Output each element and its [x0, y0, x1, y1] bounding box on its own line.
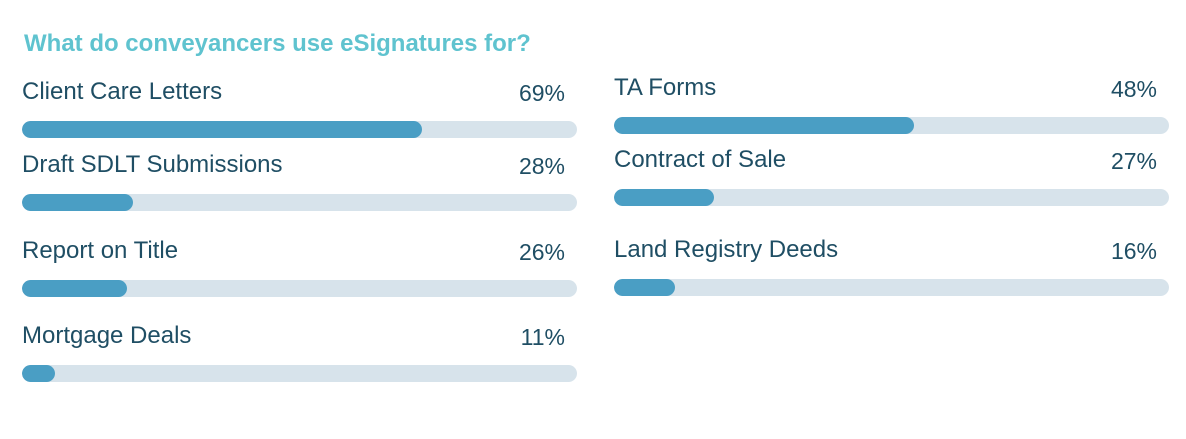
bar-label: Land Registry Deeds — [614, 236, 839, 263]
bar-label: Report on Title — [22, 237, 179, 264]
bar-row: Mortgage Deals 11% — [22, 322, 577, 382]
bar-row: TA Forms 48% — [614, 74, 1169, 134]
bar-label: Client Care Letters — [22, 78, 223, 105]
bar-row: Report on Title 26% — [22, 237, 577, 297]
bar-label: Mortgage Deals — [22, 322, 192, 349]
bar-fill — [22, 121, 422, 138]
bar-row: Draft SDLT Submissions 28% — [22, 151, 577, 211]
bar-track — [22, 280, 577, 297]
bar-track — [614, 189, 1169, 206]
bar-label: Draft SDLT Submissions — [22, 151, 283, 178]
bar-fill — [22, 365, 56, 382]
bar-row: Client Care Letters 69% — [22, 78, 577, 138]
bar-track — [22, 365, 577, 382]
chart-title: What do conveyancers use eSignatures for… — [24, 30, 531, 57]
bar-value-label: 27% — [1110, 148, 1157, 174]
bar-value-label: 11% — [520, 324, 565, 350]
bar-row: Contract of Sale 27% — [614, 146, 1169, 206]
bar-label: Contract of Sale — [614, 146, 787, 173]
bar-fill — [614, 279, 676, 296]
bar-fill — [614, 117, 914, 134]
bar-row: Land Registry Deeds 16% — [614, 236, 1169, 296]
bar-track — [22, 121, 577, 138]
bar-track — [614, 117, 1169, 134]
bar-track — [22, 194, 577, 211]
bar-fill — [22, 280, 128, 297]
bar-value-label: 26% — [518, 239, 565, 265]
bar-value-label: 28% — [518, 153, 565, 179]
bar-fill — [22, 194, 133, 211]
bar-value-label: 16% — [1110, 238, 1157, 264]
bar-track — [614, 279, 1169, 296]
bar-value-label: 69% — [518, 80, 565, 106]
bar-label: TA Forms — [614, 74, 717, 101]
bar-value-label: 48% — [1110, 76, 1157, 102]
bar-fill — [614, 189, 714, 206]
